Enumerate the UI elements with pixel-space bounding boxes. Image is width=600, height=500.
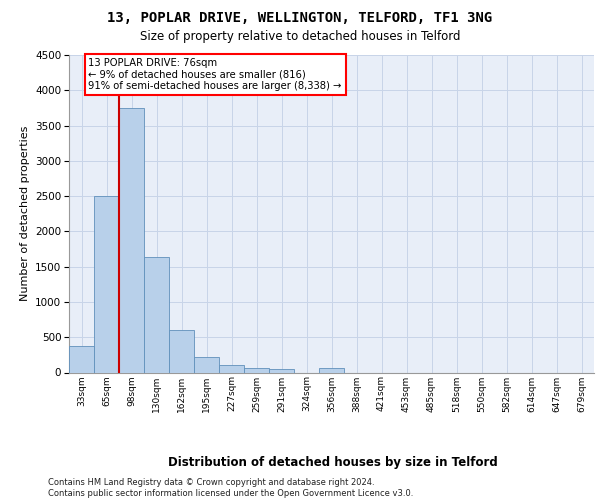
Bar <box>94 196 119 372</box>
Bar <box>144 257 169 372</box>
Bar <box>69 346 94 372</box>
Y-axis label: Number of detached properties: Number of detached properties <box>20 126 29 302</box>
Text: 13, POPLAR DRIVE, WELLINGTON, TELFORD, TF1 3NG: 13, POPLAR DRIVE, WELLINGTON, TELFORD, T… <box>107 12 493 26</box>
Text: 13 POPLAR DRIVE: 76sqm
← 9% of detached houses are smaller (816)
91% of semi-det: 13 POPLAR DRIVE: 76sqm ← 9% of detached … <box>89 58 342 91</box>
Text: Size of property relative to detached houses in Telford: Size of property relative to detached ho… <box>140 30 460 43</box>
Bar <box>269 370 294 372</box>
Bar <box>194 356 219 372</box>
Bar <box>244 368 269 372</box>
Text: Distribution of detached houses by size in Telford: Distribution of detached houses by size … <box>168 456 498 469</box>
Bar <box>219 364 244 372</box>
Bar <box>319 368 344 372</box>
Bar <box>119 108 144 372</box>
Bar <box>169 330 194 372</box>
Text: Contains HM Land Registry data © Crown copyright and database right 2024.
Contai: Contains HM Land Registry data © Crown c… <box>48 478 413 498</box>
